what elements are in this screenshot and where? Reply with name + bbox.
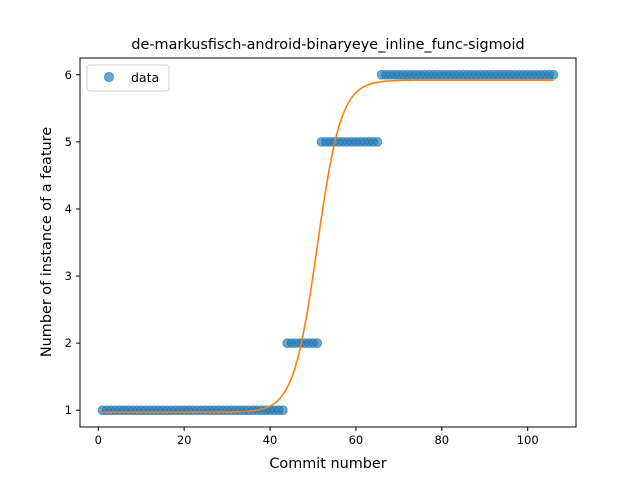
legend: data	[86, 64, 170, 92]
data-point	[548, 69, 559, 80]
y-tick-label: 1	[65, 403, 72, 417]
y-tick-label: 4	[65, 202, 72, 216]
x-tick-label: 0	[95, 433, 102, 447]
x-tick-label: 40	[263, 433, 278, 447]
data-point	[278, 405, 288, 416]
x-tick-label: 80	[434, 433, 449, 447]
x-tick-label: 60	[349, 433, 364, 447]
legend-label-data: data	[131, 70, 159, 85]
x-axis: 0 20 40 60 80 100	[95, 427, 539, 447]
y-axis: 1 2 3 4 5 6	[65, 68, 80, 417]
x-tick-label: 100	[517, 433, 539, 447]
data-point	[372, 136, 383, 147]
chart-title: de-markusfisch-android-binaryeye_inline_…	[131, 37, 524, 53]
legend-box	[86, 64, 170, 92]
plot-frame	[79, 57, 577, 428]
data-point	[312, 338, 323, 349]
y-tick-label: 2	[65, 336, 72, 350]
y-tick-label: 5	[65, 135, 72, 149]
fit-line	[102, 79, 554, 414]
legend-marker-data	[103, 71, 115, 83]
plot-area	[97, 69, 559, 416]
y-tick-label: 6	[65, 68, 72, 82]
x-tick-label: 20	[177, 433, 192, 447]
x-axis-label: Commit number	[269, 456, 386, 472]
y-tick-label: 3	[65, 269, 72, 283]
y-axis-label: Number of instance of a feature	[39, 127, 55, 357]
